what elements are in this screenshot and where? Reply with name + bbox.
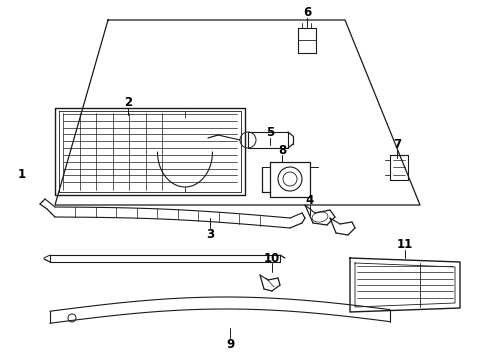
- Text: 9: 9: [226, 338, 234, 351]
- Text: 1: 1: [18, 168, 26, 181]
- Text: 5: 5: [266, 126, 274, 139]
- Text: 7: 7: [393, 138, 401, 150]
- Text: 10: 10: [264, 252, 280, 265]
- Text: 2: 2: [124, 95, 132, 108]
- Text: 11: 11: [397, 238, 413, 252]
- Text: 3: 3: [206, 229, 214, 242]
- Text: 8: 8: [278, 144, 286, 157]
- Text: 4: 4: [306, 194, 314, 207]
- Text: 6: 6: [303, 5, 311, 18]
